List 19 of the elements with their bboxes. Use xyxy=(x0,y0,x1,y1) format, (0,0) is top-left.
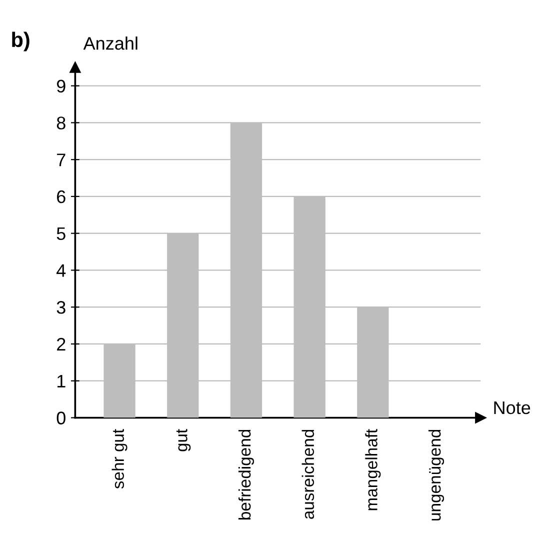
y-tick-label: 8 xyxy=(56,116,66,130)
y-tick-label: 7 xyxy=(57,154,66,166)
x-tick-label: ungenügend xyxy=(428,430,444,520)
x-tick-label: sehr gut xyxy=(112,428,128,489)
x-tick-label: befriedigend xyxy=(238,430,254,520)
x-tick-label: ausreichend xyxy=(302,430,314,519)
x-tick-label: gut xyxy=(176,428,191,452)
y-tick-label: 1 xyxy=(57,374,66,388)
text: b) xyxy=(12,32,30,52)
y-tick-label: 3 xyxy=(56,301,66,314)
y-tick-label: 0 xyxy=(56,412,66,424)
y-tick-label: 5 xyxy=(56,227,66,240)
y-tick-label: 9 xyxy=(56,80,66,93)
y-tick-label: 4 xyxy=(56,264,66,277)
y-axis-title: Anzahl xyxy=(83,36,138,50)
y-tick-label: 2 xyxy=(57,338,66,351)
y-tick-label: 6 xyxy=(57,190,66,204)
x-axis-title: Note xyxy=(494,402,530,414)
x-tick-label: mangelhaft xyxy=(365,428,381,510)
